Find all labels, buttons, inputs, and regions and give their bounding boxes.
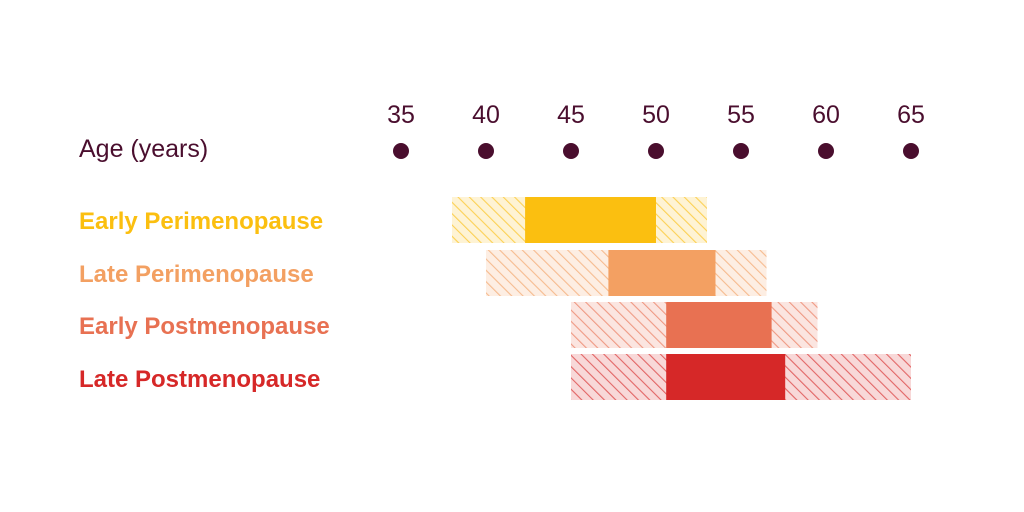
- core-bar-late-perimenopause: [608, 250, 716, 296]
- tick-dot-40: [478, 143, 494, 159]
- core-bar-early-postmenopause: [666, 302, 772, 348]
- tick-label-40: 40: [472, 101, 500, 129]
- tick-label-60: 60: [812, 101, 840, 129]
- label-late-perimenopause: Late Perimenopause: [79, 261, 314, 288]
- tick-label-65: 65: [897, 101, 925, 129]
- tick-dot-45: [563, 143, 579, 159]
- tick-label-50: 50: [642, 101, 670, 129]
- tick-label-45: 45: [557, 101, 585, 129]
- core-bar-late-postmenopause: [666, 354, 786, 400]
- tick-dot-55: [733, 143, 749, 159]
- core-bar-early-perimenopause: [525, 197, 656, 243]
- tick-dot-50: [648, 143, 664, 159]
- stage-bars: [452, 197, 911, 400]
- tick-label-35: 35: [387, 101, 415, 129]
- tick-label-55: 55: [727, 101, 755, 129]
- label-early-postmenopause: Early Postmenopause: [79, 313, 330, 340]
- tick-dot-65: [903, 143, 919, 159]
- age-axis: 35 40 45 50 55 60 65: [387, 101, 925, 159]
- axis-title: Age (years): [79, 135, 209, 163]
- label-late-postmenopause: Late Postmenopause: [79, 366, 321, 393]
- tick-dot-35: [393, 143, 409, 159]
- label-early-perimenopause: Early Perimenopause: [79, 208, 324, 235]
- tick-dot-60: [818, 143, 834, 159]
